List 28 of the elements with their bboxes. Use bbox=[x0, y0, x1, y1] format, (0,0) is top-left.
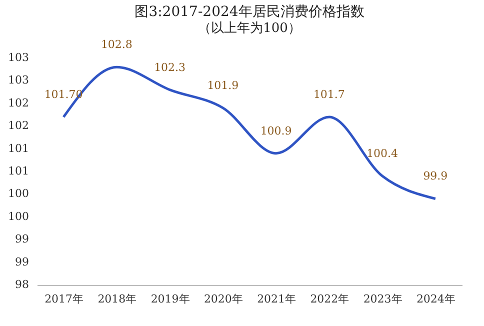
y-tick-label: 103 bbox=[8, 74, 29, 87]
y-tick-label: 99 bbox=[15, 255, 29, 268]
y-tick-label: 99 bbox=[15, 232, 29, 246]
x-tick-label: 2023年 bbox=[363, 292, 402, 306]
data-label: 100.9 bbox=[260, 124, 292, 138]
y-tick-label: 103 bbox=[8, 51, 29, 64]
data-label: 102.3 bbox=[154, 60, 186, 74]
y-tick-label: 100 bbox=[8, 210, 29, 223]
y-tick-label: 101 bbox=[8, 142, 29, 155]
data-label: 99.9 bbox=[423, 170, 448, 183]
x-tick-label: 2022年 bbox=[310, 292, 350, 306]
x-tick-label: 2018年 bbox=[98, 292, 137, 306]
data-label: 102.8 bbox=[100, 38, 132, 52]
y-tick-label: 101 bbox=[8, 164, 29, 178]
data-label: 101.9 bbox=[207, 78, 239, 92]
x-tick-label: 2019年 bbox=[150, 292, 190, 306]
x-tick-label: 2020年 bbox=[204, 292, 243, 306]
chart-subtitle: （以上年为100） bbox=[198, 21, 301, 36]
data-label: 101.7 bbox=[313, 88, 345, 102]
x-tick-label: 2017年 bbox=[44, 292, 84, 306]
y-tick-label: 98 bbox=[15, 278, 29, 291]
data-label: 100.4 bbox=[366, 147, 398, 160]
y-tick-label: 102 bbox=[8, 119, 29, 132]
y-tick-label: 102 bbox=[8, 96, 29, 110]
x-tick-label: 2024年 bbox=[416, 292, 456, 306]
chart-title: 图3:2017-2024年居民消费价格指数 bbox=[134, 4, 364, 20]
x-tick-label: 2021年 bbox=[257, 292, 296, 306]
y-tick-label: 100 bbox=[8, 187, 29, 200]
